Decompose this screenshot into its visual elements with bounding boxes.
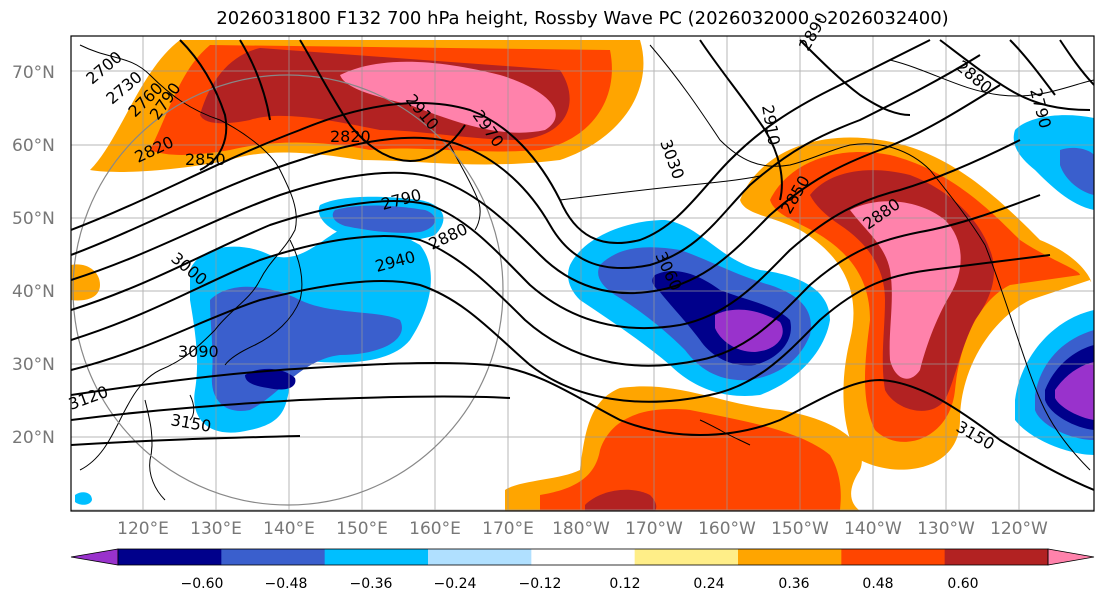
aleutians bbox=[559, 175, 761, 201]
colorbar-segment bbox=[428, 549, 532, 565]
contour-label: 2820 bbox=[330, 127, 371, 146]
lon-label: 150°E bbox=[336, 519, 388, 539]
negative-anomaly-ne-corner bbox=[1013, 115, 1094, 210]
lat-label: 30°N bbox=[12, 355, 55, 375]
colorbar-segment bbox=[738, 549, 842, 565]
lon-label: 120°E bbox=[117, 519, 169, 539]
colorbar-tick-label: −0.48 bbox=[265, 576, 308, 592]
colorbar-tick-label: 0.60 bbox=[947, 576, 978, 592]
lon-label: 140°E bbox=[263, 519, 315, 539]
colorbar-tick-label: −0.12 bbox=[519, 576, 562, 592]
lon-label: 160°W bbox=[698, 519, 756, 539]
graticule bbox=[71, 36, 1094, 511]
philippines bbox=[144, 399, 166, 501]
colorbar-tick-label: 0.36 bbox=[778, 576, 809, 592]
colorbar-tick-label: 0.24 bbox=[693, 576, 724, 592]
asia-coast bbox=[79, 44, 297, 471]
colorbar bbox=[70, 548, 1095, 566]
colorbar-segment bbox=[531, 549, 636, 565]
positive-anomaly-ne-peak bbox=[850, 201, 961, 379]
japan-coast bbox=[224, 239, 303, 366]
negative-anomaly-small-sw bbox=[75, 492, 92, 505]
contour-label: 2850 bbox=[185, 150, 226, 169]
colorbar-tick-label: −0.24 bbox=[434, 576, 477, 592]
lon-label: 170°E bbox=[482, 519, 534, 539]
lat-label: 70°N bbox=[12, 63, 55, 83]
lon-label: 140°W bbox=[844, 519, 902, 539]
plot-title: 2026031800 F132 700 hPa height, Rossby W… bbox=[216, 8, 949, 29]
colorbar-border bbox=[117, 548, 1049, 566]
alaska-coast bbox=[649, 44, 986, 246]
positive-anomaly-south-inner bbox=[540, 409, 841, 511]
lon-label: 180°W bbox=[552, 519, 610, 539]
hawaii bbox=[699, 419, 751, 446]
lat-label: 40°N bbox=[12, 282, 55, 302]
colorbar-tick-label: −0.60 bbox=[181, 576, 224, 592]
taiwan bbox=[189, 394, 195, 421]
colorbar-tick-label: −0.36 bbox=[350, 576, 393, 592]
colorbar-segment bbox=[324, 549, 429, 565]
colorbar-segment bbox=[841, 549, 946, 565]
colorbar-tick-label: 0.12 bbox=[609, 576, 640, 592]
positive-anomaly-nw-peak bbox=[340, 61, 556, 133]
lon-label: 120°W bbox=[990, 519, 1048, 539]
latitude-labels: 70°N 60°N 50°N 40°N 30°N 20°N bbox=[12, 63, 55, 448]
longitude-labels: 120°E 130°E 140°E 150°E 160°E 170°E 180°… bbox=[117, 519, 1048, 539]
colorbar-tick-label: 0.48 bbox=[862, 576, 893, 592]
lon-label: 150°W bbox=[771, 519, 829, 539]
colorbar-segment bbox=[634, 549, 739, 565]
lon-label: 170°W bbox=[625, 519, 683, 539]
colorbar-extend-max bbox=[1047, 548, 1095, 566]
height-contours bbox=[71, 39, 1094, 491]
map-layers bbox=[71, 36, 1094, 511]
coastlines bbox=[79, 44, 1094, 501]
lat-label: 60°N bbox=[12, 136, 55, 156]
lat-label: 50°N bbox=[12, 209, 55, 229]
great-circle bbox=[72, 74, 504, 506]
negative-anomaly-west-core bbox=[245, 368, 296, 390]
negative-anomaly-central-peak bbox=[715, 309, 783, 352]
colorbar-ticks: −0.60 −0.48 −0.36 −0.24 −0.12 0.12 0.24 … bbox=[181, 576, 979, 592]
colorbar-segment bbox=[118, 549, 222, 565]
contour-label: 3090 bbox=[178, 342, 219, 361]
negative-anomaly-okhotsk-inner bbox=[332, 205, 436, 233]
lon-label: 130°W bbox=[917, 519, 975, 539]
lon-label: 130°E bbox=[190, 519, 242, 539]
map-frame bbox=[70, 35, 1095, 512]
lon-label: 160°E bbox=[409, 519, 461, 539]
positive-anomaly-south-core bbox=[585, 489, 657, 511]
negative-anomaly-se-corner-peak bbox=[1055, 362, 1094, 420]
na-west-coast bbox=[984, 244, 1091, 471]
lat-label: 20°N bbox=[12, 428, 55, 448]
negative-anomaly-ne-corner-inner bbox=[1060, 147, 1094, 195]
na-north-coast bbox=[889, 59, 1094, 97]
colorbar-segment bbox=[944, 549, 1049, 565]
colorbar-segment bbox=[221, 549, 326, 565]
colorbar-extend-min bbox=[70, 548, 119, 566]
